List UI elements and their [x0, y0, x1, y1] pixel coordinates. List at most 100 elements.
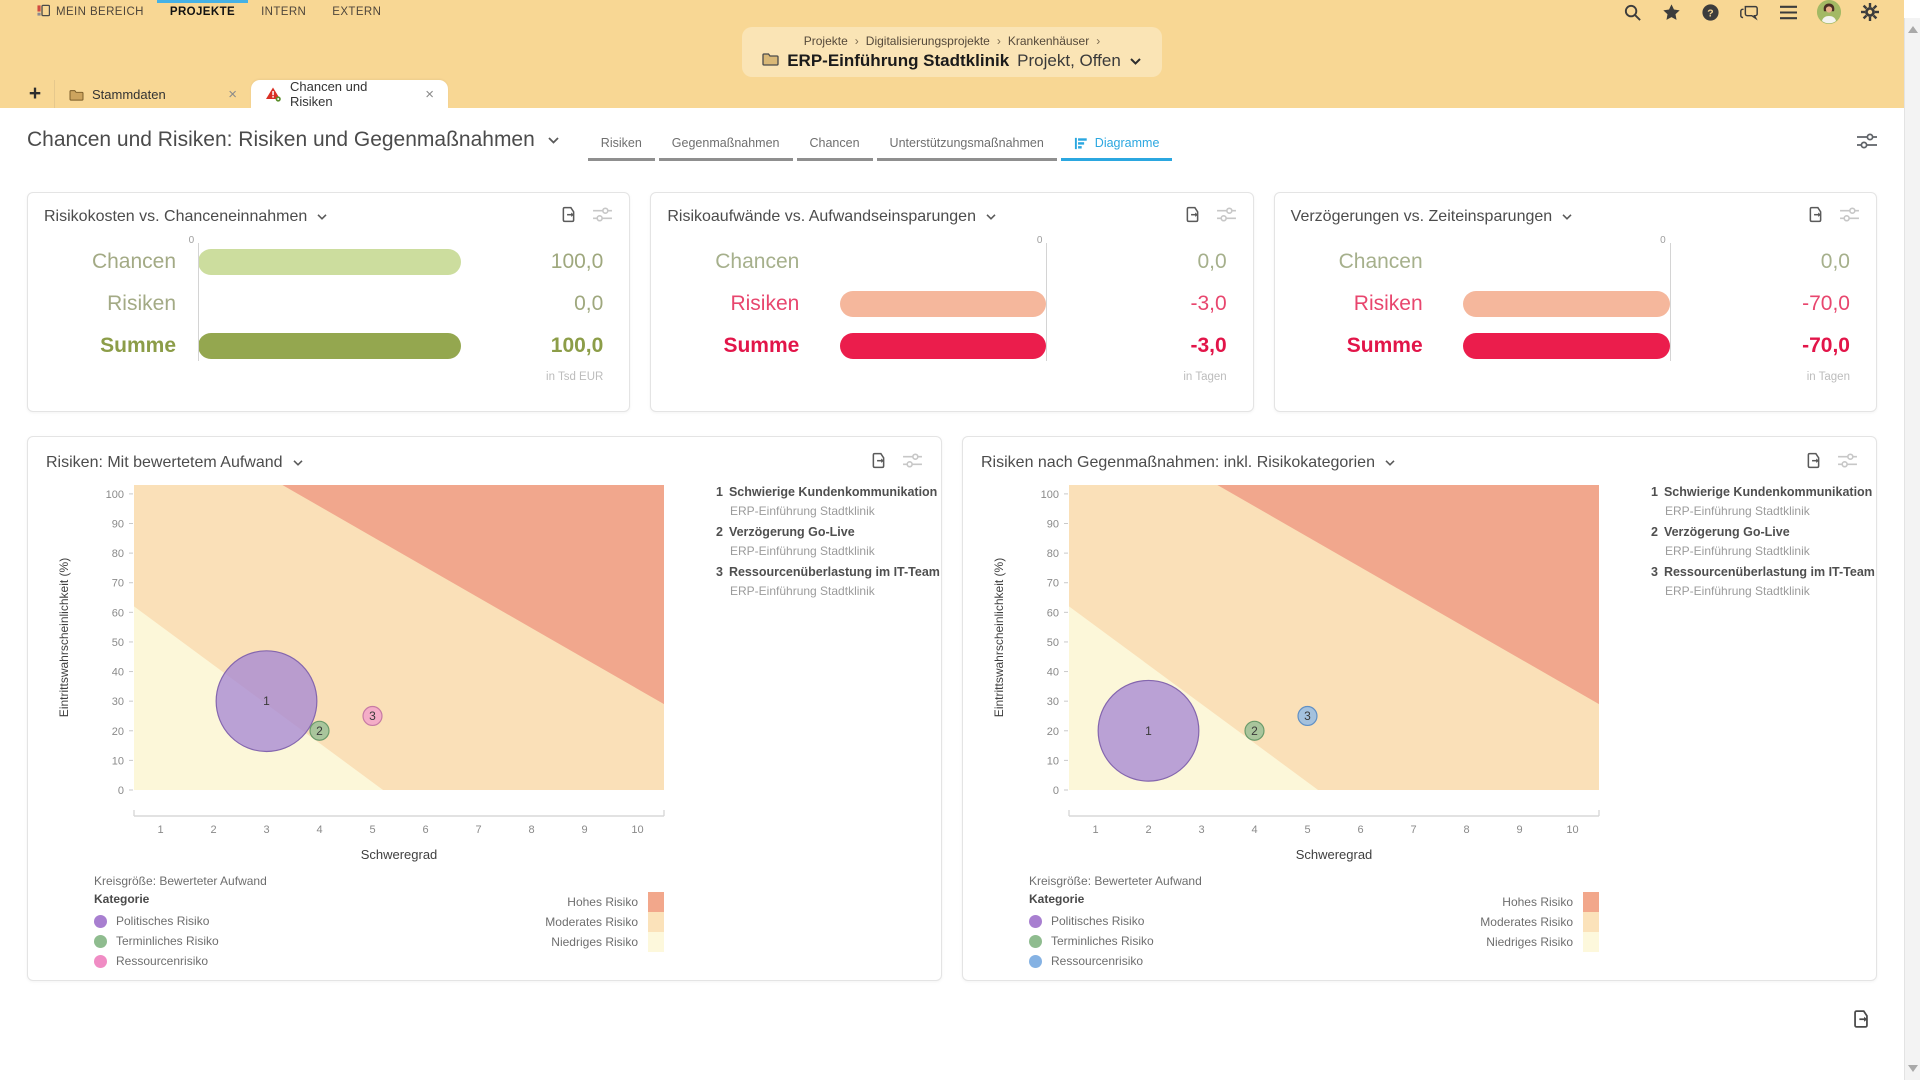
risk-item[interactable]: 2 Verzögerung Go-Live: [716, 525, 951, 540]
chat-icon[interactable]: [1739, 2, 1759, 22]
nav-item-projekte[interactable]: PROJEKTE: [156, 0, 249, 24]
risk-bubble-2[interactable]: [1244, 720, 1265, 741]
bubble-size-caption: Kreisgröße: Bewerteter Aufwand: [94, 874, 267, 888]
scroll-down-arrow[interactable]: [1908, 1065, 1918, 1072]
y-tick-label: 20: [112, 726, 124, 738]
band-label: Hohes Risiko: [1502, 895, 1573, 909]
export-icon[interactable]: [869, 451, 888, 475]
export-icon[interactable]: [1806, 205, 1825, 229]
card-title[interactable]: Risikoaufwände vs. Aufwandseinsparungen: [667, 208, 997, 226]
filter-settings-icon[interactable]: [1856, 132, 1878, 155]
band-color-swatch: [648, 912, 664, 932]
project-status: Projekt, Offen: [1017, 51, 1121, 70]
subtab-label: Unterstützungsmaßnahmen: [889, 136, 1044, 150]
unit-label: in Tagen: [1183, 371, 1227, 383]
vertical-scrollbar[interactable]: [1904, 18, 1920, 1080]
view-subtabs: Risiken Gegenmaßnahmen Chancen Unterstützun…: [586, 130, 1175, 161]
document-tab-active[interactable]: Chancen und Risiken ×: [251, 79, 448, 109]
category-legend-item: Politisches Risiko: [1029, 911, 1154, 931]
risk-bubble-3[interactable]: [1297, 705, 1318, 727]
subtab-diagramme[interactable]: Diagramme: [1060, 130, 1173, 161]
breadcrumb-link[interactable]: Krankenhäuser: [1007, 34, 1090, 48]
svg-text:?: ?: [1707, 8, 1713, 19]
risk-item[interactable]: 2 Verzögerung Go-Live: [1651, 525, 1886, 540]
risk-item[interactable]: 3 Ressourcenüberlastung im IT-Team: [1651, 565, 1886, 580]
nav-item-label: INTERN: [261, 6, 307, 18]
risk-bubble-1[interactable]: [215, 650, 318, 753]
x-tick-label: 7: [1410, 824, 1416, 836]
risk-item[interactable]: 1 Schwierige Kundenkommunikation: [716, 485, 951, 500]
close-tab-icon[interactable]: ×: [228, 85, 237, 103]
bar-zone: [1441, 249, 1720, 275]
nav-item-mein-bereich[interactable]: MEIN BEREICH: [24, 0, 157, 24]
workspace-icon: [37, 4, 51, 20]
breadcrumb-current[interactable]: ERP-Einführung Stadtklinik Projekt, Offe…: [762, 51, 1142, 71]
category-dot-icon: [94, 934, 107, 948]
risk-matrix-chart: 0 10 20 30 40 50 60 70 80 90 100 Eintrittswahrschei…: [57, 485, 665, 862]
subtab-risiken[interactable]: Risiken: [587, 130, 655, 161]
sliders-icon[interactable]: [1837, 452, 1858, 474]
breadcrumb-path: Projekte › Digitalisierungsprojekte › Kranke…: [762, 34, 1142, 48]
export-icon[interactable]: [559, 205, 578, 229]
sliders-icon[interactable]: [1839, 206, 1860, 228]
scroll-up-arrow[interactable]: [1908, 26, 1918, 33]
breadcrumb-link[interactable]: Projekte: [803, 34, 848, 48]
document-tab-0[interactable]: Stammdaten ×: [54, 80, 251, 108]
mini-bar-chart: Chancen 0,0 Risiken -3,0 Summe -3,0 0: [667, 235, 1236, 367]
card-title[interactable]: Risikokosten vs. Chanceneinnahmen: [44, 208, 328, 226]
export-icon[interactable]: [1804, 451, 1823, 475]
user-avatar[interactable]: [1817, 0, 1841, 24]
bubble-label: 2: [316, 724, 323, 738]
add-tab-button[interactable]: +: [28, 82, 42, 105]
star-icon[interactable]: [1661, 2, 1681, 22]
subtab-gegenmaßnahmen[interactable]: Gegenmaßnahmen: [658, 130, 793, 161]
sliders-icon[interactable]: [592, 206, 613, 228]
bubble-label: 3: [1304, 709, 1311, 723]
subtab-chancen[interactable]: Chancen: [796, 130, 873, 161]
risk-item[interactable]: 1 Schwierige Kundenkommunikation: [1651, 485, 1886, 500]
breadcrumb-zone: Projekte › Digitalisierungsprojekte › Kranke…: [0, 24, 1904, 80]
y-tick-label: 40: [112, 667, 124, 679]
nav-item-extern[interactable]: EXTERN: [319, 0, 394, 24]
gear-icon[interactable]: [1860, 2, 1880, 22]
help-icon[interactable]: ?: [1700, 2, 1720, 22]
row-label: Summe: [1346, 334, 1423, 357]
band-label: Moderates Risiko: [545, 915, 638, 929]
unit-label: in Tsd EUR: [546, 371, 604, 383]
risk-item-list: 1 Schwierige Kundenkommunikation ERP-Einfü…: [1651, 479, 1886, 599]
zero-axis: 0: [1037, 235, 1048, 361]
risk-item-list: 1 Schwierige Kundenkommunikation ERP-Einfü…: [716, 479, 951, 599]
risk-bubble-1[interactable]: [1097, 679, 1200, 782]
page-title[interactable]: Chancen und Risiken: Risiken und Gegenma…: [27, 128, 560, 152]
panel-title[interactable]: Risiken nach Gegenmaßnahmen: inkl. Risik…: [981, 454, 1396, 472]
bubble-size-caption: Kreisgröße: Bewerteter Aufwand: [1029, 874, 1202, 888]
panel-title[interactable]: Risiken: Mit bewertetem Aufwand: [46, 454, 304, 472]
chart-row-summe: Summe -3,0: [667, 325, 1236, 367]
zero-axis: 0: [1660, 235, 1671, 361]
nav-item-intern[interactable]: INTERN: [248, 0, 319, 24]
y-tick-label: 20: [1047, 726, 1059, 738]
risk-item-subtitle: ERP-Einführung Stadtklinik: [1665, 584, 1810, 598]
sliders-icon[interactable]: [1216, 206, 1237, 228]
card-title[interactable]: Verzögerungen vs. Zeiteinsparungen: [1291, 208, 1574, 226]
risk-item[interactable]: 3 Ressourcenüberlastung im IT-Team: [716, 565, 951, 580]
menu-icon[interactable]: [1778, 2, 1798, 22]
risk-bubble-3[interactable]: [362, 705, 383, 727]
sliders-icon[interactable]: [902, 452, 923, 474]
breadcrumb-link[interactable]: Digitalisierungsprojekte: [865, 34, 990, 48]
export-icon[interactable]: [1850, 1008, 1872, 1035]
search-icon[interactable]: [1622, 2, 1642, 22]
export-icon[interactable]: [1183, 205, 1202, 229]
subtab-unterstützungsmaßnahmen[interactable]: Unterstützungsmaßnahmen: [876, 130, 1057, 161]
row-label: Chancen: [91, 250, 176, 273]
y-tick-label: 90: [112, 518, 124, 530]
panel-title-text: Risiken: Mit bewertetem Aufwand: [46, 454, 283, 471]
close-tab-icon[interactable]: ×: [425, 85, 434, 103]
x-tick-label: 4: [1251, 824, 1257, 836]
risk-matrix-chart: 0 10 20 30 40 50 60 70 80 90 100 Eintrittswahrschei…: [992, 485, 1600, 862]
band-color-swatch: [648, 932, 664, 952]
row-value: 100,0: [550, 334, 604, 357]
chart-panel-1: Risiken nach Gegenmaßnahmen: inkl. Risik…: [962, 436, 1877, 981]
risk-item-number: 1: [716, 485, 723, 499]
risk-bubble-2[interactable]: [309, 720, 330, 741]
